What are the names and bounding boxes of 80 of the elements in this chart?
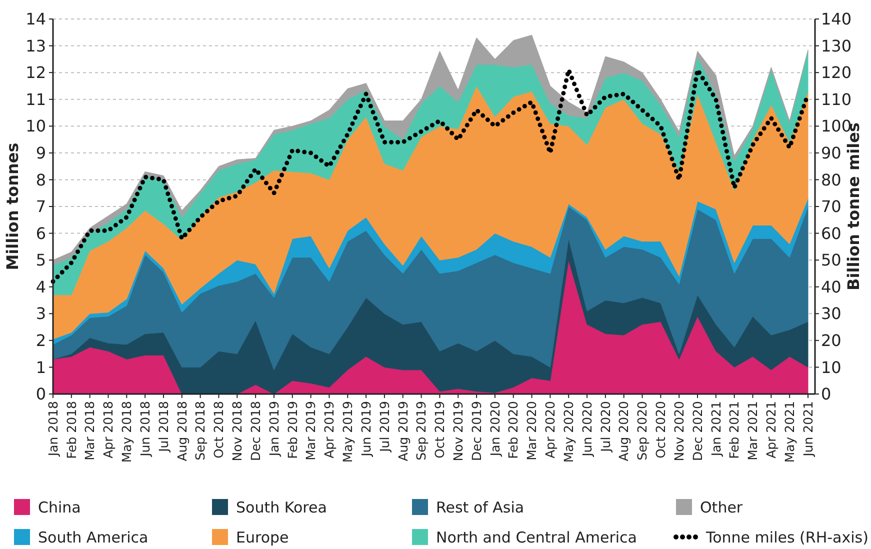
x-tick-label: Nov 2020 bbox=[671, 400, 686, 462]
legend-label: Tonne miles (RH-axis) bbox=[705, 528, 868, 546]
x-tick-label: Jan 2019 bbox=[266, 400, 282, 458]
y-tick-label: 6 bbox=[36, 224, 46, 243]
x-tick-label: Apr 2020 bbox=[542, 400, 558, 458]
x-tick-label: Jan 2018 bbox=[45, 400, 60, 458]
x-tick-label: Nov 2019 bbox=[450, 400, 466, 462]
x-tick-label: Jul 2018 bbox=[156, 400, 171, 453]
y-tick-label: 9 bbox=[36, 144, 46, 163]
legend-label: Rest of Asia bbox=[436, 498, 524, 516]
x-tick-label: May 2021 bbox=[782, 401, 797, 463]
x-tick-label: Mar 2018 bbox=[82, 400, 98, 460]
y2-tick-label: 20 bbox=[821, 331, 842, 350]
x-tick-label: Feb 2021 bbox=[726, 401, 742, 459]
y-tick-label: 7 bbox=[36, 197, 46, 216]
y2-tick-label: 130 bbox=[821, 36, 852, 56]
y-tick-label: 4 bbox=[36, 277, 46, 296]
y-tick-label: 5 bbox=[36, 250, 46, 270]
y-tick-label: 10 bbox=[26, 116, 46, 136]
y-tick-label: 3 bbox=[36, 304, 46, 324]
x-tick-label: Jun 2020 bbox=[579, 400, 594, 458]
x-tick-label: Sep 2020 bbox=[634, 400, 650, 460]
x-tick-label: Dec 2020 bbox=[690, 400, 705, 461]
y-tick-label: 8 bbox=[36, 170, 46, 190]
x-tick-label: Sep 2019 bbox=[414, 400, 429, 460]
y-axis-title: Million tonnes bbox=[3, 142, 22, 270]
x-tick-label: Apr 2018 bbox=[100, 400, 116, 458]
y2-tick-label: 90 bbox=[821, 144, 842, 163]
x-tick-label: Feb 2018 bbox=[64, 400, 79, 459]
x-tick-label: Oct 2020 bbox=[653, 400, 668, 458]
x-tick-label: Jul 2020 bbox=[598, 400, 613, 453]
y2-tick-label: 110 bbox=[821, 90, 852, 109]
y-tick-label: 2 bbox=[36, 331, 46, 350]
legend-label: North and Central America bbox=[436, 528, 637, 546]
y-tick-label: 0 bbox=[36, 384, 46, 404]
x-tick-label: Nov 2018 bbox=[230, 400, 245, 462]
x-tick-label: Aug 2018 bbox=[174, 400, 190, 462]
x-tick-label: May 2019 bbox=[340, 400, 356, 463]
x-tick-label: Jun 2021 bbox=[800, 401, 816, 458]
x-tick-label: Mar 2020 bbox=[524, 400, 540, 460]
y-tick-label: 1 bbox=[36, 358, 46, 377]
legend-label: South Korea bbox=[236, 498, 327, 516]
x-tick-label: Jun 2019 bbox=[358, 400, 374, 458]
y-tick-label: 12 bbox=[26, 63, 46, 82]
y-tick-label: 14 bbox=[26, 10, 46, 29]
x-tick-label: Aug 2019 bbox=[395, 400, 410, 462]
x-tick-label: Mar 2021 bbox=[745, 401, 760, 460]
legend-label: China bbox=[38, 498, 81, 516]
y2-tick-label: 30 bbox=[821, 304, 842, 324]
x-tick-label: May 2020 bbox=[560, 400, 576, 463]
x-tick-label: Oct 2019 bbox=[432, 400, 448, 458]
x-tick-label: Mar 2019 bbox=[303, 400, 318, 460]
x-tick-label: Feb 2019 bbox=[284, 400, 300, 459]
y2-tick-label: 40 bbox=[821, 277, 842, 296]
legend-label: Other bbox=[700, 498, 744, 516]
x-tick-label: Jan 2021 bbox=[708, 401, 724, 458]
x-tick-label: May 2018 bbox=[119, 400, 134, 463]
y2-tick-label: 60 bbox=[821, 224, 842, 243]
y2-tick-label: 120 bbox=[821, 63, 852, 82]
x-tick-label: Dec 2019 bbox=[468, 400, 484, 461]
y2-tick-label: 70 bbox=[821, 197, 842, 216]
x-tick-label: Jun 2018 bbox=[137, 400, 152, 458]
legend-label: South America bbox=[38, 528, 148, 546]
x-tick-label: Apr 2021 bbox=[764, 401, 779, 458]
x-tick-label: Apr 2019 bbox=[322, 400, 337, 458]
x-tick-label: Jul 2019 bbox=[376, 400, 392, 453]
x-tick-label: Aug 2020 bbox=[616, 400, 632, 462]
y2-tick-label: 50 bbox=[821, 250, 842, 270]
legend-label: Europe bbox=[236, 528, 289, 546]
x-tick-label: Feb 2020 bbox=[506, 400, 521, 459]
x-tick-label: Jan 2020 bbox=[487, 400, 502, 458]
y2-tick-label: 0 bbox=[821, 384, 832, 404]
x-tick-label: Dec 2018 bbox=[248, 400, 263, 461]
y2-tick-label: 80 bbox=[821, 170, 842, 190]
y2-tick-label: 140 bbox=[821, 10, 852, 29]
x-tick-label: Sep 2018 bbox=[192, 400, 208, 460]
y-tick-label: 13 bbox=[26, 36, 46, 56]
x-tick-label: Oct 2018 bbox=[211, 400, 226, 458]
y2-tick-label: 10 bbox=[821, 358, 842, 377]
y-tick-label: 11 bbox=[26, 90, 46, 109]
